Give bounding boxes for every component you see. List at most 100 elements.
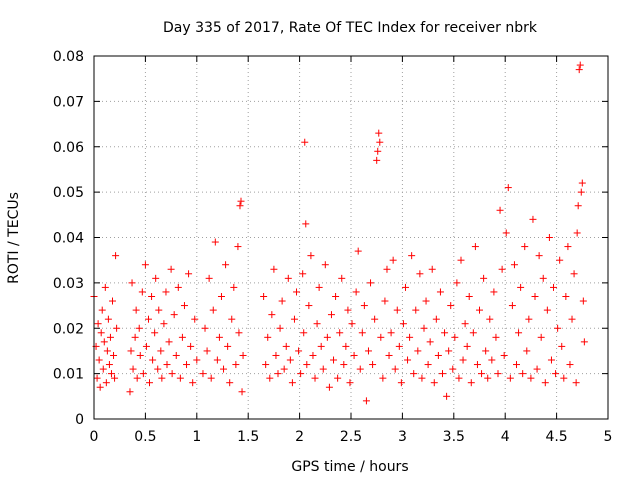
data-point — [340, 361, 348, 369]
data-point — [502, 229, 510, 237]
data-point — [168, 370, 176, 378]
x-tick-label: 3.5 — [443, 429, 465, 445]
data-point — [176, 374, 184, 382]
x-tick-label: 2.5 — [340, 429, 362, 445]
data-point — [533, 365, 541, 373]
data-point — [523, 347, 531, 355]
data-point — [381, 297, 389, 305]
data-point — [323, 333, 331, 341]
data-point — [94, 320, 102, 328]
data-point — [97, 329, 105, 337]
data-point — [484, 374, 492, 382]
data-point — [515, 329, 523, 337]
data-point — [519, 370, 527, 378]
data-point — [104, 315, 112, 323]
data-point — [126, 388, 134, 396]
data-point — [478, 370, 486, 378]
data-point — [162, 288, 170, 296]
data-point — [375, 129, 383, 137]
data-point — [443, 392, 451, 400]
data-point — [209, 306, 217, 314]
data-point — [201, 324, 209, 332]
grid-lines — [94, 56, 608, 419]
x-tick-label: 4.5 — [545, 429, 567, 445]
data-point — [112, 252, 120, 260]
data-point — [494, 370, 502, 378]
data-point — [420, 324, 428, 332]
data-point — [412, 306, 420, 314]
data-point — [149, 356, 157, 364]
data-point — [531, 292, 539, 300]
data-point — [330, 356, 338, 364]
data-point — [129, 365, 137, 373]
x-axis-label: GPS time / hours — [291, 459, 408, 475]
data-point — [205, 274, 213, 282]
y-tick-label: 0.05 — [53, 185, 84, 201]
data-point — [313, 320, 321, 328]
data-point — [236, 202, 244, 210]
data-point — [128, 279, 136, 287]
data-point — [95, 356, 103, 364]
data-point — [573, 229, 581, 237]
data-point — [160, 320, 168, 328]
data-point — [580, 338, 588, 346]
data-point — [379, 374, 387, 382]
data-point — [556, 256, 564, 264]
data-point — [178, 333, 186, 341]
data-point — [367, 279, 375, 287]
data-point — [239, 351, 247, 359]
data-point — [284, 274, 292, 282]
data-point — [217, 292, 225, 300]
data-point — [222, 261, 230, 269]
data-point — [445, 347, 453, 355]
data-point — [332, 292, 340, 300]
data-point — [539, 274, 547, 282]
data-point — [151, 329, 159, 337]
data-point — [473, 361, 481, 369]
x-tick-label: 0.5 — [134, 429, 156, 445]
data-point — [550, 283, 558, 291]
data-point — [102, 379, 110, 387]
data-point — [307, 252, 315, 260]
y-tick-label: 0.06 — [53, 140, 84, 156]
y-tick-label: 0.03 — [53, 276, 84, 292]
data-point — [410, 370, 418, 378]
data-point — [441, 329, 449, 337]
data-point — [224, 342, 232, 350]
data-point — [513, 361, 521, 369]
data-point — [141, 261, 149, 269]
data-point — [172, 351, 180, 359]
data-point — [142, 342, 150, 350]
data-point — [111, 374, 119, 382]
data-point — [399, 320, 407, 328]
data-point — [564, 243, 572, 251]
data-point — [286, 356, 294, 364]
data-point — [461, 320, 469, 328]
data-point — [238, 388, 246, 396]
data-point — [545, 234, 553, 241]
data-point — [235, 329, 243, 337]
data-point — [107, 370, 115, 378]
data-point — [288, 379, 296, 387]
y-tick-label: 0.07 — [53, 94, 84, 110]
data-point — [163, 361, 171, 369]
data-point — [300, 329, 308, 337]
data-point — [350, 351, 358, 359]
data-point — [537, 333, 545, 341]
data-point — [101, 283, 109, 291]
data-point — [309, 351, 317, 359]
data-point — [234, 243, 242, 251]
data-point — [371, 315, 379, 323]
data-point — [276, 324, 284, 332]
data-point — [344, 306, 352, 314]
data-point — [552, 370, 560, 378]
data-point — [521, 243, 529, 251]
data-point — [338, 274, 346, 282]
data-point — [203, 347, 211, 355]
data-point — [98, 306, 106, 314]
y-tick-labels: 0 0.01 0.02 0.03 0.04 0.05 0.06 0.07 0.08 — [53, 49, 84, 428]
data-point — [490, 288, 498, 296]
data-point — [105, 361, 113, 369]
data-point — [457, 256, 465, 264]
data-point — [575, 66, 583, 74]
